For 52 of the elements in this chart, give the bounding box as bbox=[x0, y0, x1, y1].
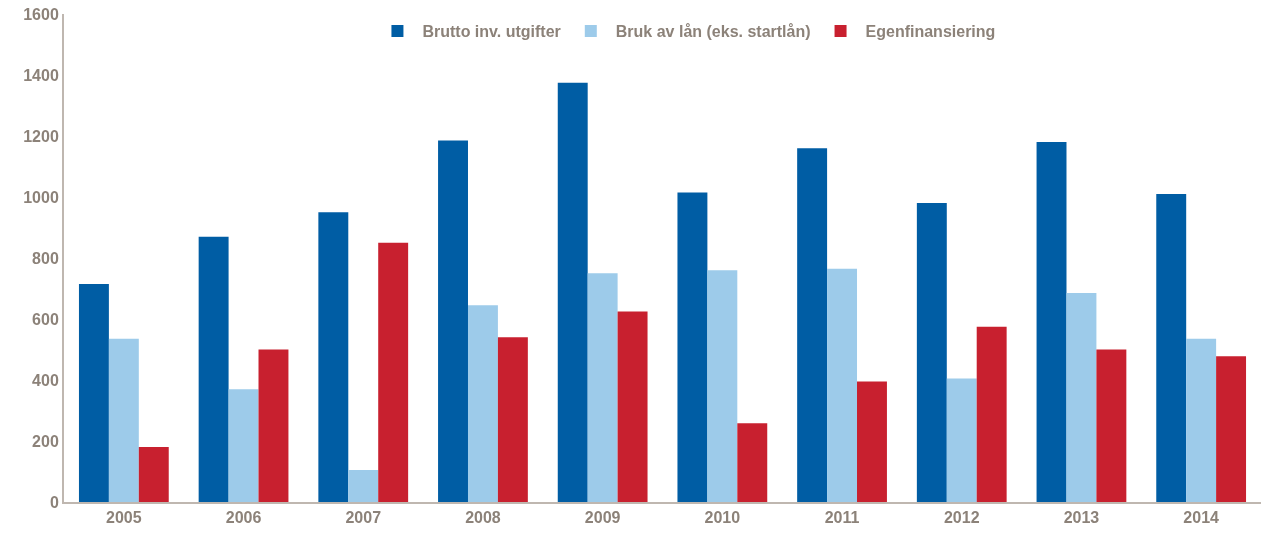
bar bbox=[438, 140, 468, 502]
bar bbox=[677, 192, 708, 502]
x-tick-label: 2007 bbox=[345, 509, 382, 527]
y-tick-label: 1200 bbox=[23, 127, 59, 145]
bar bbox=[857, 381, 887, 502]
bar bbox=[467, 305, 498, 502]
y-tick-label: 200 bbox=[32, 432, 59, 450]
bar bbox=[946, 378, 977, 502]
bar bbox=[916, 203, 947, 502]
y-tick-label: 1400 bbox=[23, 66, 59, 84]
x-tick-label: 2013 bbox=[1063, 509, 1100, 527]
legend-label: Egenfinansiering bbox=[865, 23, 996, 41]
bar bbox=[707, 270, 738, 502]
y-tick-label: 1600 bbox=[23, 5, 59, 23]
bar bbox=[497, 337, 528, 502]
legend-label: Brutto inv. utgifter bbox=[422, 23, 561, 41]
x-tick-label: 2009 bbox=[584, 509, 621, 527]
legend-label: Bruk av lån (eks. startlån) bbox=[615, 23, 811, 41]
bar bbox=[1066, 293, 1097, 502]
bar bbox=[348, 469, 379, 502]
bar bbox=[1096, 349, 1127, 502]
y-tick-label: 1000 bbox=[23, 188, 59, 206]
x-tick-label: 2005 bbox=[106, 509, 142, 527]
bar bbox=[108, 338, 139, 502]
y-tick-label: 400 bbox=[32, 371, 59, 389]
x-tick-label: 2010 bbox=[704, 509, 741, 527]
bar bbox=[1186, 338, 1217, 502]
x-tick-label: 2008 bbox=[465, 509, 501, 527]
x-tick-label: 2012 bbox=[943, 509, 980, 527]
bar bbox=[198, 236, 229, 502]
bar bbox=[1036, 142, 1067, 502]
bar bbox=[1156, 193, 1187, 502]
y-tick-label: 0 bbox=[49, 493, 59, 511]
bar bbox=[78, 283, 109, 502]
bar bbox=[1216, 356, 1247, 502]
bar bbox=[318, 212, 349, 502]
y-tick-label: 600 bbox=[32, 310, 59, 328]
x-tick-label: 2006 bbox=[225, 509, 262, 527]
bar bbox=[976, 326, 1007, 502]
bar bbox=[587, 273, 618, 502]
bar bbox=[737, 423, 768, 502]
bar bbox=[617, 311, 648, 502]
bar bbox=[138, 447, 169, 502]
bar bbox=[827, 268, 858, 502]
bar bbox=[258, 349, 289, 502]
y-tick-label: 800 bbox=[32, 249, 59, 267]
bar bbox=[228, 389, 259, 502]
x-tick-label: 2011 bbox=[824, 509, 860, 527]
x-tick-label: 2014 bbox=[1183, 509, 1220, 527]
bar bbox=[557, 82, 588, 502]
bar bbox=[378, 242, 409, 502]
bar bbox=[797, 148, 828, 502]
